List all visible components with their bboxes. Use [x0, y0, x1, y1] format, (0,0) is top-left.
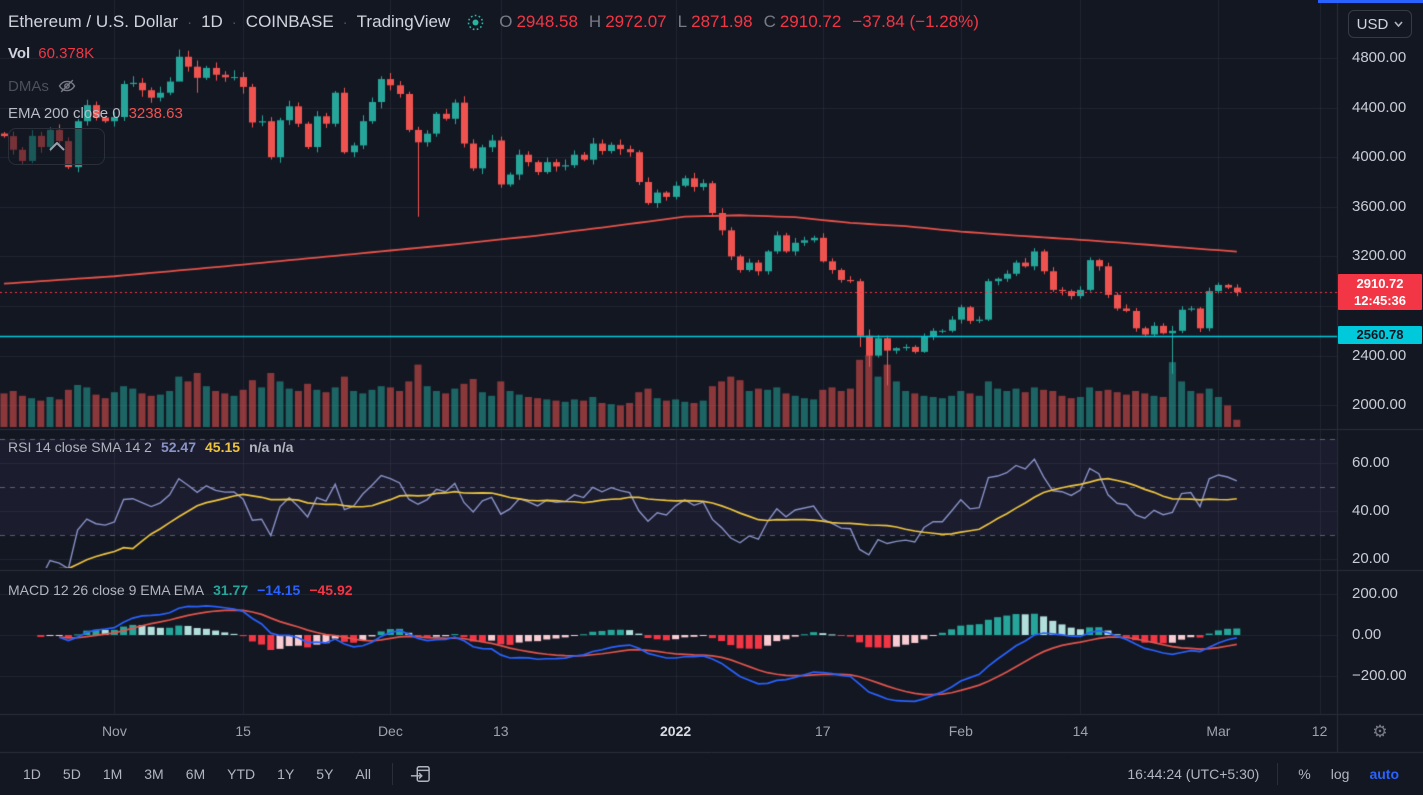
ema-legend-row[interactable]: EMA 200 close 0 3238.63	[8, 105, 183, 122]
last-price-badge: 2910.72 12:45:36	[1338, 274, 1422, 311]
price-axis-label: 2000.00	[1352, 396, 1407, 414]
time-axis-tick: Mar	[1206, 723, 1231, 739]
range-button-all[interactable]: All	[344, 762, 382, 786]
chevron-up-icon	[48, 142, 65, 151]
currency-dropdown-button[interactable]: USD	[1348, 10, 1412, 38]
ohlc-change-value: −37.84 (−1.28%)	[852, 12, 979, 31]
ohlc-close-value: 2910.72	[779, 12, 842, 31]
macd-line-value: −14.15	[257, 582, 301, 598]
market-status-icon[interactable]	[467, 14, 484, 31]
time-axis-tick: Nov	[101, 723, 127, 739]
goto-date-button[interactable]	[403, 762, 437, 786]
loading-bar	[1318, 0, 1423, 3]
exchange-label: COINBASE	[245, 12, 334, 31]
price-axis-label: 2400.00	[1352, 346, 1407, 364]
header-separator: ·	[342, 13, 348, 31]
eye-off-icon[interactable]	[57, 76, 77, 96]
toolbar-right-group: 16:44:24 (UTC+5:30) % log auto	[1119, 762, 1409, 786]
range-button-1d[interactable]: 1D	[12, 762, 52, 786]
range-button-1m[interactable]: 1M	[92, 762, 133, 786]
alert-price-badge: 2560.78	[1338, 325, 1422, 344]
rsi-title: RSI 14 close SMA 14 2	[8, 439, 152, 455]
time-axis-tick: 17	[815, 723, 831, 739]
header-separator: ·	[231, 13, 237, 31]
ohlc-high-value: 2972.07	[605, 12, 667, 31]
price-axis-label: 4800.00	[1352, 49, 1407, 66]
macd-axis-label: 200.00	[1352, 584, 1398, 602]
time-axis-tick: 12	[1311, 723, 1328, 739]
bar-countdown: 12:45:36	[1353, 293, 1407, 309]
ohlc-open-value: 2948.58	[516, 12, 578, 31]
toolbar-divider	[1277, 763, 1279, 785]
chevron-down-icon	[1394, 21, 1403, 27]
dmas-label: DMAs	[8, 77, 49, 95]
time-axis-tick: Feb	[948, 723, 973, 739]
price-axis-label: 3200.00	[1352, 247, 1407, 265]
auto-scale-button[interactable]: auto	[1359, 762, 1409, 786]
range-button-3m[interactable]: 3M	[133, 762, 174, 786]
interval-label[interactable]: 1D	[201, 12, 223, 31]
range-button-5y[interactable]: 5Y	[305, 762, 344, 786]
rsi-legend-row[interactable]: RSI 14 close SMA 14 2 52.47 45.15 n/a n/…	[8, 439, 293, 455]
macd-signal-value: −45.92	[309, 582, 353, 598]
macd-title: MACD 12 26 close 9 EMA EMA	[8, 582, 205, 598]
calendar-arrow-icon	[409, 764, 431, 784]
volume-legend-row[interactable]: Vol 60.378K	[8, 45, 94, 62]
range-button-5d[interactable]: 5D	[52, 762, 92, 786]
range-button-6m[interactable]: 6M	[175, 762, 216, 786]
time-axis-tick: 2022	[660, 723, 692, 739]
currency-label: USD	[1356, 15, 1389, 33]
price-axis-label: 4000.00	[1352, 148, 1407, 166]
collapse-legend-button[interactable]	[8, 128, 105, 165]
ohlc-close-label: C	[763, 12, 776, 31]
macd-hist-value: 31.77	[213, 582, 249, 598]
time-axis-tick: 13	[493, 723, 509, 739]
ohlc-low-value: 2871.98	[691, 12, 753, 31]
macd-legend-row[interactable]: MACD 12 26 close 9 EMA EMA 31.77 −14.15 …	[8, 582, 353, 598]
volume-value: 60.378K	[38, 45, 95, 62]
macd-axis-label: 0.00	[1352, 626, 1382, 643]
symbol-header[interactable]: Ethereum / U.S. Dollar · 1D · COINBASE ·…	[8, 12, 979, 32]
range-button-ytd[interactable]: YTD	[216, 762, 266, 786]
gear-icon: ⚙	[1372, 722, 1388, 741]
toolbar-divider	[391, 763, 393, 785]
ohlc-low-label: L	[677, 12, 688, 31]
clock-timezone-button[interactable]: 16:44:24 (UTC+5:30)	[1119, 762, 1267, 786]
date-range-buttons: 1D 5D 1M 3M 6M YTD 1Y 5Y All	[12, 762, 382, 786]
bottom-toolbar: 1D 5D 1M 3M 6M YTD 1Y 5Y All 16:44:24 (UTC+5:30)…	[0, 753, 1423, 795]
volume-label: Vol	[8, 45, 31, 62]
time-axis-tick: 14	[1072, 723, 1089, 739]
ohlc-readout: O 2948.58 H 2972.07 L 2871.98 C 2910.72 …	[499, 12, 979, 32]
rsi-axis-label: 40.00	[1352, 502, 1390, 519]
rsi-ma-value: 45.15	[205, 439, 241, 455]
dmas-legend-row[interactable]: DMAs	[8, 76, 77, 96]
range-button-1y[interactable]: 1Y	[266, 762, 305, 786]
ohlc-high-label: H	[588, 12, 602, 31]
rsi-extra-values: n/a n/a	[249, 439, 294, 455]
percent-scale-button[interactable]: %	[1288, 762, 1320, 786]
ema-label: EMA 200 close 0	[8, 105, 121, 122]
time-axis-tick: 15	[235, 723, 251, 739]
macd-axis-label: −200.00	[1352, 667, 1407, 685]
time-axis-tick: Dec	[377, 723, 403, 739]
rsi-axis-label: 20.00	[1352, 550, 1390, 567]
price-axis-label: 4400.00	[1352, 98, 1407, 116]
log-scale-button[interactable]: log	[1321, 762, 1360, 786]
symbol-title[interactable]: Ethereum / U.S. Dollar	[8, 12, 179, 31]
platform-label: TradingView	[356, 12, 451, 31]
price-axis-label: 3600.00	[1352, 197, 1407, 215]
last-price-value: 2910.72	[1356, 276, 1404, 292]
rsi-value: 52.47	[160, 439, 197, 455]
alert-price-value: 2560.78	[1356, 326, 1404, 342]
ema-value: 3238.63	[128, 105, 183, 122]
rsi-axis-label: 60.00	[1352, 454, 1390, 471]
ohlc-open-label: O	[499, 12, 513, 31]
header-separator: ·	[187, 13, 193, 31]
chart-settings-button[interactable]: ⚙	[1362, 720, 1398, 744]
